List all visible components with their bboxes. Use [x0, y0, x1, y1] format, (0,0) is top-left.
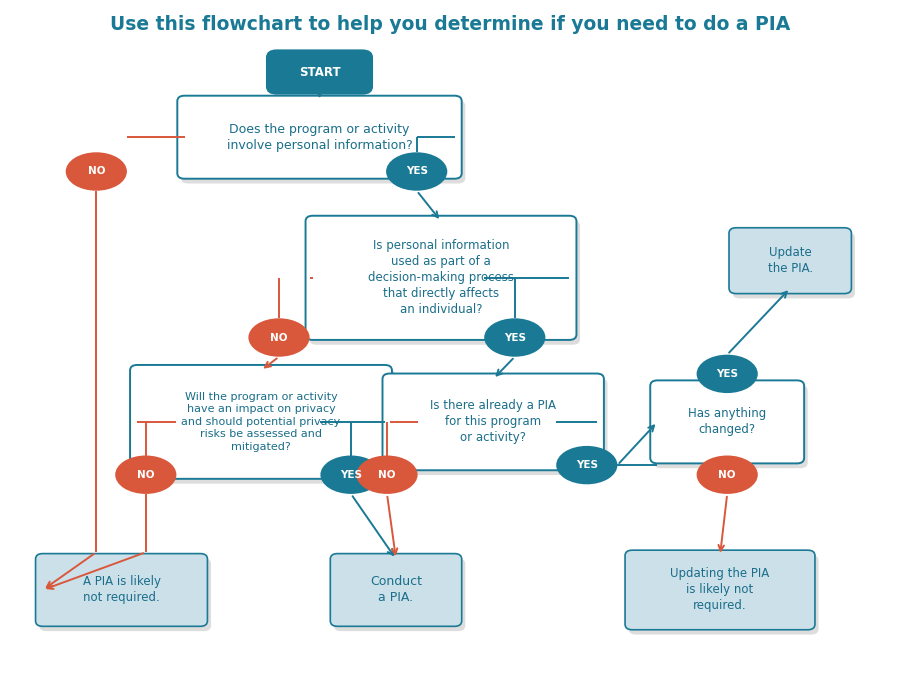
FancyBboxPatch shape — [177, 96, 462, 178]
FancyBboxPatch shape — [181, 101, 465, 183]
Text: YES: YES — [406, 167, 428, 176]
FancyBboxPatch shape — [386, 379, 608, 475]
Text: NO: NO — [378, 470, 396, 480]
FancyBboxPatch shape — [130, 365, 392, 479]
Text: Conduct
a PIA.: Conduct a PIA. — [370, 576, 422, 604]
FancyBboxPatch shape — [310, 221, 580, 345]
FancyBboxPatch shape — [733, 233, 855, 298]
FancyBboxPatch shape — [650, 380, 805, 464]
FancyBboxPatch shape — [36, 554, 207, 626]
Text: YES: YES — [576, 460, 598, 470]
FancyBboxPatch shape — [266, 49, 373, 95]
Text: YES: YES — [340, 470, 362, 480]
Text: Does the program or activity
involve personal information?: Does the program or activity involve per… — [227, 123, 412, 152]
Ellipse shape — [66, 152, 127, 191]
Text: Will the program or activity
have an impact on privacy
and should potential priv: Will the program or activity have an imp… — [182, 392, 340, 451]
Text: YES: YES — [504, 333, 526, 342]
Ellipse shape — [556, 446, 617, 484]
Text: NO: NO — [270, 333, 288, 342]
Text: Updating the PIA
is likely not
required.: Updating the PIA is likely not required. — [670, 567, 770, 613]
FancyBboxPatch shape — [653, 386, 808, 468]
FancyBboxPatch shape — [729, 228, 851, 294]
FancyBboxPatch shape — [628, 555, 819, 635]
Ellipse shape — [697, 456, 758, 494]
Text: START: START — [299, 66, 340, 78]
FancyBboxPatch shape — [133, 370, 396, 484]
Text: YES: YES — [716, 369, 738, 379]
Text: NO: NO — [87, 167, 105, 176]
Ellipse shape — [356, 456, 418, 494]
Ellipse shape — [248, 318, 310, 357]
FancyBboxPatch shape — [625, 550, 815, 630]
Text: Use this flowchart to help you determine if you need to do a PIA: Use this flowchart to help you determine… — [110, 14, 790, 34]
Text: Has anything
changed?: Has anything changed? — [688, 407, 766, 436]
Text: NO: NO — [137, 470, 155, 480]
Ellipse shape — [484, 318, 545, 357]
Text: Update
the PIA.: Update the PIA. — [768, 246, 813, 275]
Text: NO: NO — [718, 470, 736, 480]
Ellipse shape — [115, 456, 176, 494]
FancyBboxPatch shape — [334, 558, 465, 631]
Text: Is there already a PIA
for this program
or activity?: Is there already a PIA for this program … — [430, 399, 556, 445]
Ellipse shape — [386, 152, 447, 191]
Text: Is personal information
used as part of a
decision-making process
that directly : Is personal information used as part of … — [368, 239, 514, 316]
Text: A PIA is likely
not required.: A PIA is likely not required. — [83, 576, 160, 604]
FancyBboxPatch shape — [306, 215, 577, 340]
FancyBboxPatch shape — [382, 373, 604, 471]
Ellipse shape — [697, 355, 758, 393]
FancyBboxPatch shape — [330, 554, 462, 626]
Ellipse shape — [320, 456, 382, 494]
FancyBboxPatch shape — [40, 558, 211, 631]
